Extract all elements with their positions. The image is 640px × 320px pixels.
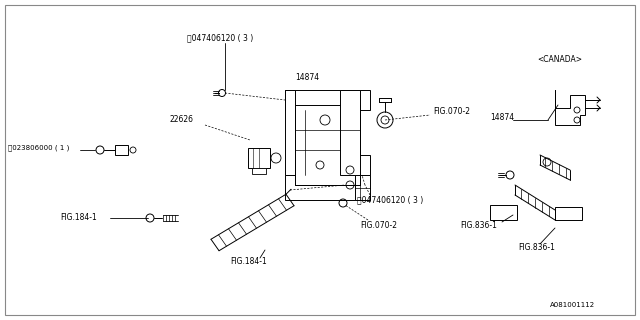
Text: FIG.836-1: FIG.836-1 — [518, 244, 555, 252]
Polygon shape — [490, 205, 517, 220]
Text: FIG.836-1: FIG.836-1 — [460, 220, 497, 229]
Text: Ⓢ047406120 ( 3 ): Ⓢ047406120 ( 3 ) — [357, 196, 423, 204]
Text: FIG.070-2: FIG.070-2 — [433, 108, 470, 116]
Text: FIG.070-2: FIG.070-2 — [360, 220, 397, 229]
Polygon shape — [555, 207, 582, 220]
Polygon shape — [115, 145, 128, 155]
Text: <CANADA>: <CANADA> — [537, 55, 582, 65]
Polygon shape — [355, 175, 370, 200]
Polygon shape — [285, 175, 370, 200]
Text: A081001112: A081001112 — [550, 302, 595, 308]
Text: 14874: 14874 — [490, 114, 514, 123]
Text: 22626: 22626 — [170, 116, 194, 124]
Text: FIG.184-1: FIG.184-1 — [230, 258, 267, 267]
Text: FIG.184-1: FIG.184-1 — [60, 213, 97, 222]
Text: Ⓢ047406120 ( 3 ): Ⓢ047406120 ( 3 ) — [187, 34, 253, 43]
Polygon shape — [555, 90, 585, 125]
Polygon shape — [285, 90, 295, 175]
Polygon shape — [340, 90, 370, 175]
Polygon shape — [285, 90, 370, 110]
Text: Ⓝ023806000 ( 1 ): Ⓝ023806000 ( 1 ) — [8, 145, 69, 151]
Polygon shape — [248, 148, 270, 168]
Text: 14874: 14874 — [295, 74, 319, 83]
Polygon shape — [252, 168, 266, 174]
